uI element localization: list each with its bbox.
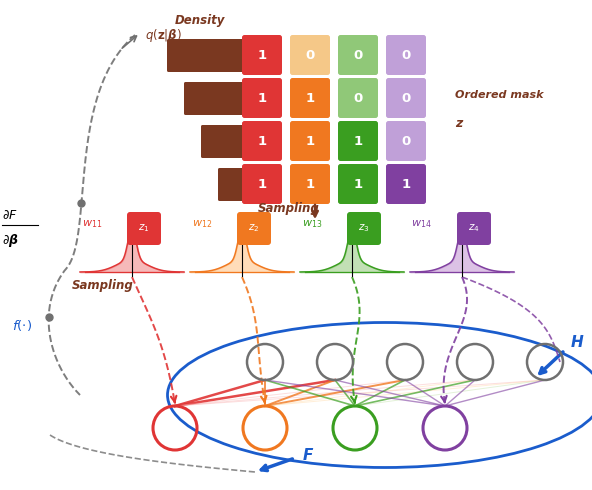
Text: Ordered mask: Ordered mask bbox=[455, 90, 543, 100]
Text: Sampling: Sampling bbox=[258, 201, 320, 215]
FancyBboxPatch shape bbox=[386, 35, 426, 75]
Text: 0: 0 bbox=[353, 92, 363, 104]
FancyBboxPatch shape bbox=[242, 78, 282, 118]
FancyBboxPatch shape bbox=[386, 78, 426, 118]
FancyBboxPatch shape bbox=[386, 121, 426, 161]
Text: 1: 1 bbox=[353, 134, 362, 147]
Text: $z_4$: $z_4$ bbox=[468, 222, 480, 234]
FancyBboxPatch shape bbox=[290, 78, 330, 118]
Text: $\boldsymbol{F}$: $\boldsymbol{F}$ bbox=[302, 447, 314, 463]
Text: 1: 1 bbox=[258, 134, 266, 147]
Text: $z_3$: $z_3$ bbox=[358, 222, 370, 234]
FancyBboxPatch shape bbox=[347, 212, 381, 245]
Text: Density: Density bbox=[175, 14, 225, 26]
FancyBboxPatch shape bbox=[457, 212, 491, 245]
Text: 0: 0 bbox=[401, 134, 411, 147]
Text: 1: 1 bbox=[258, 177, 266, 191]
FancyBboxPatch shape bbox=[167, 39, 246, 72]
Text: 1: 1 bbox=[258, 49, 266, 62]
Text: 1: 1 bbox=[305, 92, 314, 104]
FancyBboxPatch shape bbox=[218, 168, 246, 201]
Text: 1: 1 bbox=[305, 177, 314, 191]
Text: 0: 0 bbox=[305, 49, 314, 62]
FancyBboxPatch shape bbox=[290, 121, 330, 161]
FancyBboxPatch shape bbox=[242, 121, 282, 161]
Text: 0: 0 bbox=[401, 92, 411, 104]
Text: 1: 1 bbox=[305, 134, 314, 147]
Text: $w_{12}$: $w_{12}$ bbox=[192, 218, 212, 230]
FancyBboxPatch shape bbox=[242, 35, 282, 75]
Text: $\boldsymbol{H}$: $\boldsymbol{H}$ bbox=[570, 334, 584, 350]
FancyBboxPatch shape bbox=[386, 164, 426, 204]
Text: $w_{13}$: $w_{13}$ bbox=[302, 218, 322, 230]
Text: $\partial \boldsymbol{\beta}$: $\partial \boldsymbol{\beta}$ bbox=[2, 231, 19, 248]
FancyBboxPatch shape bbox=[290, 35, 330, 75]
Text: z: z bbox=[455, 117, 462, 129]
FancyBboxPatch shape bbox=[127, 212, 161, 245]
Text: Sampling: Sampling bbox=[72, 278, 134, 292]
Text: $z_2$: $z_2$ bbox=[248, 222, 260, 234]
Text: 1: 1 bbox=[401, 177, 411, 191]
Text: $w_{14}$: $w_{14}$ bbox=[411, 218, 432, 230]
FancyBboxPatch shape bbox=[184, 82, 246, 115]
Text: $f(\cdot)$: $f(\cdot)$ bbox=[12, 318, 32, 333]
Text: $w_{11}$: $w_{11}$ bbox=[82, 218, 102, 230]
Text: 1: 1 bbox=[353, 177, 362, 191]
FancyBboxPatch shape bbox=[242, 164, 282, 204]
FancyBboxPatch shape bbox=[338, 78, 378, 118]
Text: 1: 1 bbox=[258, 92, 266, 104]
FancyBboxPatch shape bbox=[237, 212, 271, 245]
Text: 0: 0 bbox=[401, 49, 411, 62]
Text: $\partial F$: $\partial F$ bbox=[2, 209, 18, 221]
Text: $q(\mathbf{z}|\boldsymbol{\beta})$: $q(\mathbf{z}|\boldsymbol{\beta})$ bbox=[145, 26, 182, 44]
FancyBboxPatch shape bbox=[338, 121, 378, 161]
FancyBboxPatch shape bbox=[338, 164, 378, 204]
FancyBboxPatch shape bbox=[201, 125, 246, 158]
Text: 0: 0 bbox=[353, 49, 363, 62]
FancyBboxPatch shape bbox=[290, 164, 330, 204]
FancyBboxPatch shape bbox=[338, 35, 378, 75]
Text: $z_1$: $z_1$ bbox=[139, 222, 150, 234]
